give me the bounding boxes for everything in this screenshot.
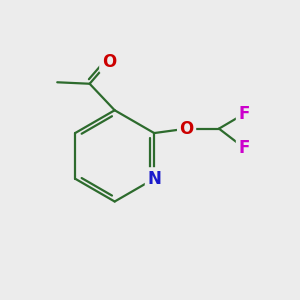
Text: O: O bbox=[102, 53, 116, 71]
Text: F: F bbox=[238, 105, 250, 123]
Text: O: O bbox=[179, 120, 194, 138]
Text: F: F bbox=[238, 139, 250, 157]
Text: N: N bbox=[147, 170, 161, 188]
